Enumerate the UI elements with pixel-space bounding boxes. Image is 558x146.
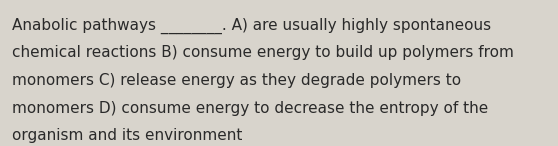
- Text: Anabolic pathways ________. A) are usually highly spontaneous: Anabolic pathways ________. A) are usual…: [12, 18, 492, 34]
- Text: organism and its environment: organism and its environment: [12, 128, 243, 144]
- Text: monomers C) release energy as they degrade polymers to: monomers C) release energy as they degra…: [12, 73, 461, 88]
- Text: monomers D) consume energy to decrease the entropy of the: monomers D) consume energy to decrease t…: [12, 101, 488, 116]
- Text: chemical reactions B) consume energy to build up polymers from: chemical reactions B) consume energy to …: [12, 45, 514, 60]
